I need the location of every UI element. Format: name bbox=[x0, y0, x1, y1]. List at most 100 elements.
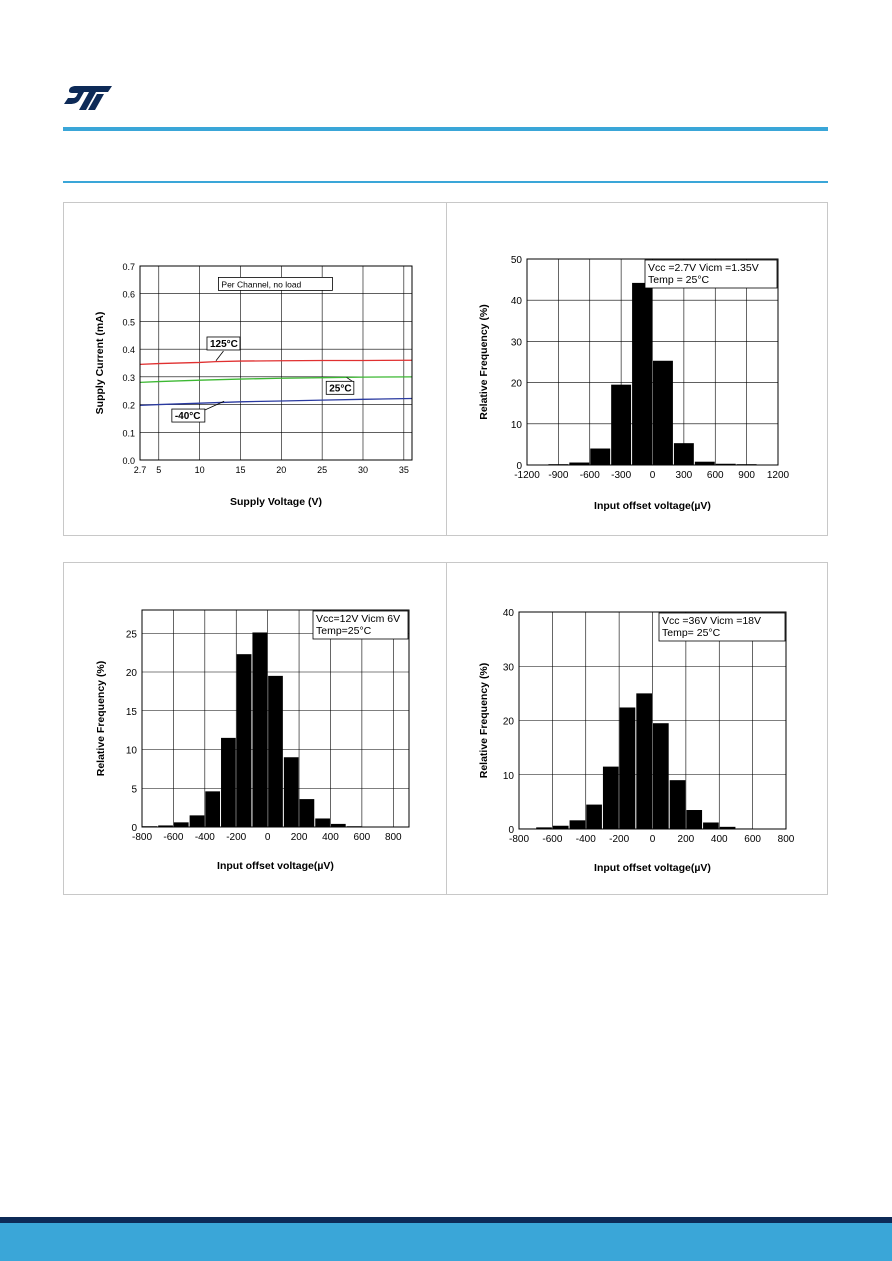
legend-text: Temp=25°C bbox=[316, 625, 372, 637]
y-tick-label: 0.6 bbox=[122, 290, 135, 300]
annotation-box bbox=[325, 380, 355, 395]
x-tick-label: 300 bbox=[676, 470, 693, 481]
x-tick-label: 600 bbox=[707, 470, 724, 481]
annotation-box bbox=[218, 277, 333, 291]
legend-text: Vcc =36V Vicm =18V bbox=[662, 615, 761, 627]
y-tick-label: 30 bbox=[503, 662, 515, 673]
histogram-bar bbox=[158, 825, 173, 827]
histogram-bar bbox=[330, 823, 346, 827]
annotation-arrow bbox=[204, 400, 225, 411]
x-axis-label: Input offset voltage(µV) bbox=[594, 862, 711, 874]
x-tick-label: 600 bbox=[744, 834, 761, 845]
y-tick-label: 0.0 bbox=[122, 456, 135, 466]
x-tick-label: -900 bbox=[548, 470, 568, 481]
annotation-arrow bbox=[215, 350, 224, 362]
histogram-bar bbox=[569, 820, 586, 829]
y-tick-label: 15 bbox=[126, 707, 138, 718]
x-axis-label: Input offset voltage(µV) bbox=[594, 500, 711, 512]
x-axis-label: Input offset voltage(µV) bbox=[217, 860, 334, 872]
figure-panel-top bbox=[63, 202, 828, 536]
legend-box bbox=[312, 610, 409, 640]
histogram-bar bbox=[283, 757, 299, 827]
annotation-text: Per Channel, no load bbox=[221, 279, 301, 289]
histogram-bar bbox=[636, 693, 652, 829]
histogram-bar bbox=[673, 443, 694, 465]
histogram-bar bbox=[189, 815, 205, 827]
series-line-25C bbox=[139, 376, 413, 384]
histogram-bar bbox=[632, 282, 652, 465]
x-tick-label: 5 bbox=[156, 465, 161, 475]
x-tick-label: 900 bbox=[738, 470, 755, 481]
y-tick-label: 40 bbox=[503, 608, 515, 619]
y-tick-label: 10 bbox=[126, 746, 138, 757]
offset-histogram-36v: -800 -600 -400 -200 0 200 400 600 800 0 10 20 30 40 In… bbox=[478, 608, 795, 874]
x-tick-label: -300 bbox=[611, 470, 631, 481]
histogram-bar bbox=[205, 791, 221, 827]
histogram-bar bbox=[252, 632, 268, 827]
x-tick-label: 200 bbox=[291, 832, 308, 843]
y-tick-label: 0.3 bbox=[122, 373, 135, 383]
x-tick-label: 30 bbox=[358, 465, 368, 475]
x-tick-label: -400 bbox=[195, 832, 215, 843]
x-tick-label: -1200 bbox=[514, 470, 540, 481]
x-tick-label: -400 bbox=[576, 834, 596, 845]
y-tick-label: 0.1 bbox=[122, 428, 135, 438]
header-rule-bottom bbox=[63, 181, 828, 183]
y-tick-label: 0 bbox=[516, 461, 522, 472]
x-tick-label: -800 bbox=[509, 834, 529, 845]
x-tick-label: -600 bbox=[542, 834, 562, 845]
supply-current-chart: 2.7 5 10 15 20 25 30 35 0.0 0.1 0.2 0.3 0.4 0.5 0.6 0.7… bbox=[94, 262, 413, 508]
plot-frame bbox=[139, 265, 413, 461]
histogram-bar bbox=[315, 818, 330, 827]
x-tick-label: 600 bbox=[354, 832, 371, 843]
x-tick-label: 1200 bbox=[767, 470, 790, 481]
y-tick-label: 20 bbox=[511, 379, 523, 390]
y-axis-label: Relative Frequency (%) bbox=[478, 663, 490, 779]
annotation-text: 125°C bbox=[210, 339, 238, 350]
x-tick-label: -600 bbox=[163, 832, 183, 843]
x-tick-label: 400 bbox=[711, 834, 728, 845]
x-tick-label: 400 bbox=[322, 832, 339, 843]
x-tick-label: -600 bbox=[580, 470, 600, 481]
x-tick-label: 800 bbox=[385, 832, 402, 843]
histogram-bar bbox=[703, 822, 719, 829]
legend-text: Temp= 25°C bbox=[662, 627, 721, 639]
x-tick-label: -200 bbox=[226, 832, 246, 843]
y-tick-label: 0 bbox=[508, 825, 514, 836]
histogram-bar bbox=[611, 384, 632, 465]
histogram-bar bbox=[715, 463, 736, 465]
series-line-125C bbox=[139, 359, 413, 366]
histogram-bar bbox=[653, 723, 669, 829]
y-tick-label: 5 bbox=[131, 784, 137, 795]
legend-box bbox=[658, 612, 786, 642]
st-logo-icon bbox=[64, 86, 112, 110]
x-tick-label: 0 bbox=[265, 832, 271, 843]
y-tick-label: 40 bbox=[511, 296, 523, 307]
histogram-bar bbox=[669, 780, 686, 829]
histogram-bar bbox=[173, 822, 189, 827]
histogram-bar bbox=[569, 462, 590, 465]
footer-band bbox=[0, 1223, 892, 1261]
series-line--40C bbox=[139, 397, 413, 407]
histogram-bar bbox=[590, 448, 611, 465]
x-tick-label: 15 bbox=[235, 465, 245, 475]
histogram-bar bbox=[221, 737, 236, 827]
y-tick-label: 30 bbox=[511, 337, 523, 348]
histogram-bar bbox=[719, 826, 736, 829]
x-tick-label: 800 bbox=[778, 834, 795, 845]
histogram-bar bbox=[619, 707, 636, 829]
legend-text: Vcc=12V Vicm 6V bbox=[316, 613, 400, 625]
x-tick-label: 0 bbox=[650, 834, 656, 845]
histogram-bar bbox=[299, 799, 315, 827]
plot-frame bbox=[526, 258, 779, 466]
legend-box bbox=[644, 259, 778, 289]
histogram-bar bbox=[686, 810, 703, 829]
y-tick-label: 10 bbox=[503, 771, 515, 782]
offset-histogram-12v: -800 -600 -400 -200 0 200 400 600 800 0 5 10 15 20 25 I… bbox=[95, 609, 410, 872]
y-tick-label: 25 bbox=[126, 629, 138, 640]
x-tick-label: 20 bbox=[276, 465, 286, 475]
annotation-text: 25°C bbox=[329, 383, 351, 394]
x-tick-label: 25 bbox=[317, 465, 327, 475]
x-tick-label: 0 bbox=[650, 470, 656, 481]
x-tick-label: 35 bbox=[399, 465, 409, 475]
